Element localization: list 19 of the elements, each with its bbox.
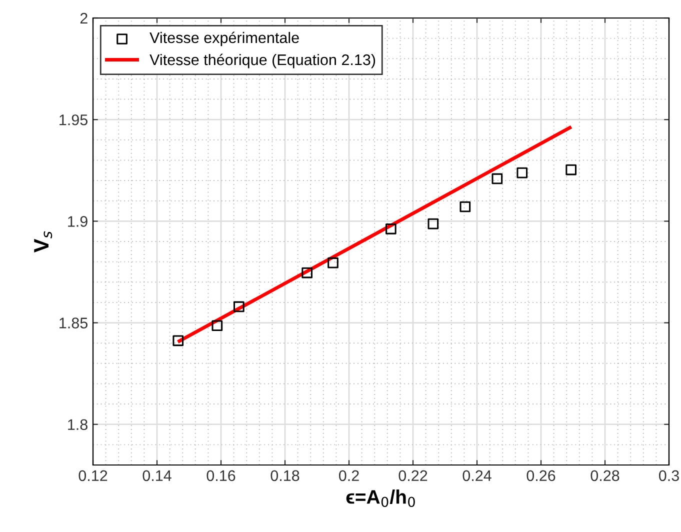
x-tick-label: 0.14 <box>142 470 172 482</box>
y-tick-label: 1.85 <box>60 318 88 328</box>
x-tick-label: 0.2 <box>338 470 359 482</box>
x-tick-label: 0.28 <box>590 470 620 482</box>
y-axis-title: V$_{s}$ <box>34 231 52 253</box>
x-tick-label: 0.16 <box>206 470 236 482</box>
x-tick-label: 0.22 <box>398 470 428 482</box>
x-tick-label: 0.18 <box>270 470 300 482</box>
x-tick-label: 0.12 <box>78 470 108 482</box>
y-tick-label: 1.9 <box>68 216 88 227</box>
x-tick-label: 0.24 <box>462 470 492 482</box>
y-tick-label: 1.95 <box>60 114 88 126</box>
x-axis-title: ϵ=A$_{0}$/h$_{0}$ <box>346 490 415 508</box>
y-tick-label: 1.8 <box>68 419 88 430</box>
x-tick-label: 0.26 <box>526 470 556 482</box>
y-tick-label: 2 <box>80 12 88 24</box>
x-tick-label: 0.3 <box>658 470 679 482</box>
legend-label: Vitesse théorique (Equation 2.13) <box>150 54 376 68</box>
legend-label: Vitesse expérimentale <box>150 32 299 46</box>
